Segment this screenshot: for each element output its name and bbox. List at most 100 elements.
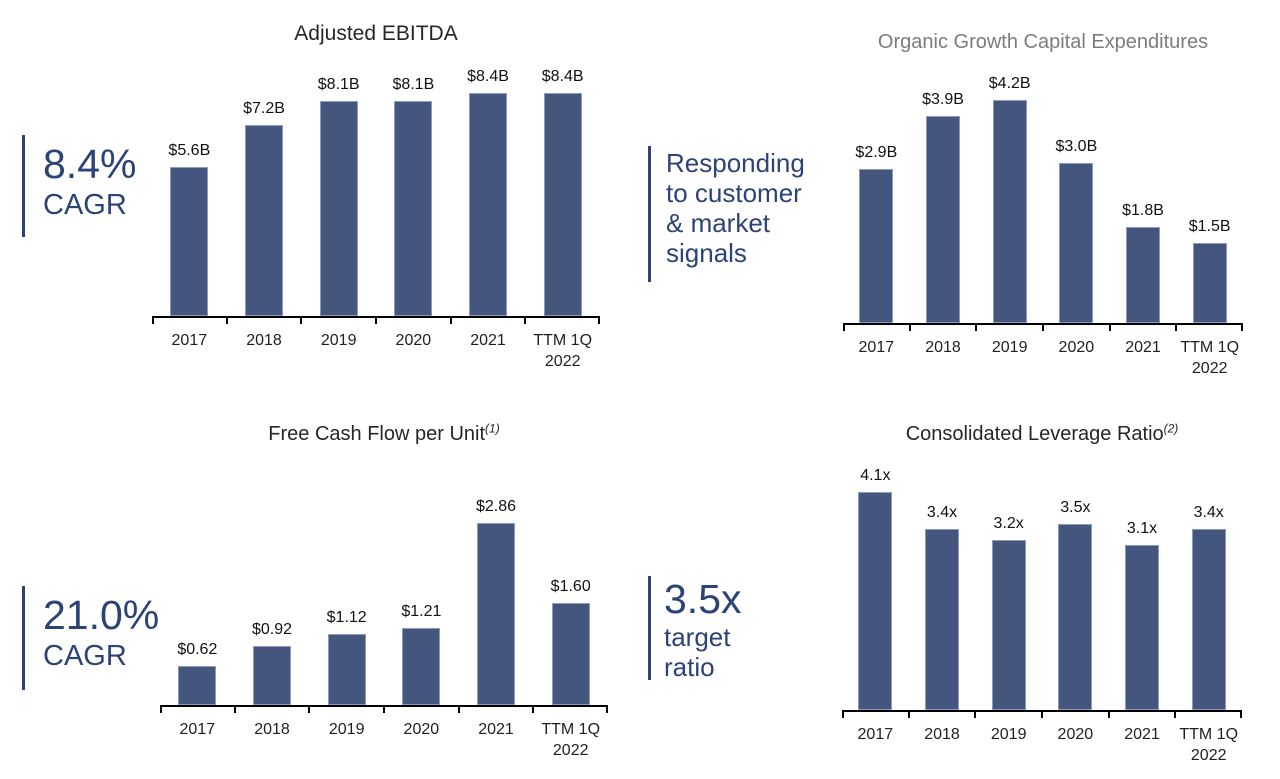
axis-tick [225, 318, 228, 324]
bar-column: $8.1B [376, 66, 451, 316]
bar-free-cash-flow-per-unit-2017 [178, 666, 217, 705]
bar-adjusted-ebitda-ttm-1q [543, 93, 582, 316]
bar-column: $1.8B [1110, 73, 1177, 323]
bar-consolidated-leverage-ratio-2017 [858, 492, 893, 710]
bar-column: $5.6B [152, 66, 227, 316]
bar-column: $0.92 [235, 495, 310, 705]
x-axis-label: TTM 1Q 2022 [541, 721, 601, 759]
x-axis-labels: 2017 2018 2019 2020 2021 TTM 1Q 2022 [152, 330, 600, 372]
bar-organic-growth-capex-ttm-1q [1192, 243, 1227, 323]
x-axis [843, 323, 1243, 333]
x-axis-label: 2020 [1058, 339, 1095, 356]
axis-tick [152, 318, 154, 324]
axis-tick [457, 707, 460, 713]
bar-column: 3.4x [1175, 465, 1242, 710]
x-axis-labels: 2017 2018 2019 2020 2021 TTM 1Q 2022 [843, 337, 1243, 379]
axis-tick [1174, 712, 1177, 718]
bar-organic-growth-capex-2021 [1126, 227, 1161, 323]
axis-tick [908, 325, 911, 331]
chart-consolidated-leverage-ratio: Consolidated Leverage Ratio(2) 4.1x 3.4x 3… [842, 420, 1242, 766]
annotation-capex-message: Responding to customer & market signals [648, 146, 805, 282]
axis-tick [1107, 712, 1110, 718]
bar-value-label: $1.5B [1188, 218, 1231, 235]
bar-value-label: $0.92 [251, 621, 293, 638]
axis-tick [524, 318, 527, 324]
axis-tick [606, 707, 608, 713]
bar-organic-growth-capex-2019 [992, 100, 1027, 323]
bar-consolidated-leverage-ratio-2019 [991, 540, 1026, 710]
bar-value-label: 3.1x [1126, 520, 1158, 537]
bar-value-label: $8.1B [392, 76, 435, 93]
bar-value-label: $1.12 [326, 609, 367, 626]
bar-value-label: 3.2x [993, 515, 1024, 532]
plot-area: $0.62 $0.92 $1.12 $1.21 $2.86 $1.60 [160, 495, 608, 705]
bar-value-label: $5.6B [168, 142, 211, 159]
bar-adjusted-ebitda-2018 [245, 125, 283, 316]
bar-consolidated-leverage-ratio-2021 [1125, 545, 1160, 710]
x-axis-label: 2019 [320, 332, 357, 349]
bar-column: 3.4x [909, 465, 976, 710]
title-footnote-marker: (2) [1163, 421, 1179, 436]
bar-column: $1.21 [384, 495, 459, 705]
plot-area: $2.9B $3.9B $4.2B $3.0B $1.8B $1.5B [843, 73, 1243, 323]
x-axis-label: 2018 [924, 726, 960, 743]
axis-tick [383, 707, 385, 713]
x-axis-label: 2017 [857, 726, 894, 743]
bar-value-label: $8.4B [541, 68, 584, 85]
x-axis-label: TTM 1Q 2022 [1179, 726, 1239, 764]
x-axis-label: 2017 [179, 721, 216, 738]
x-axis-label: 2021 [470, 332, 506, 349]
bar-value-label: $2.9B [855, 144, 898, 161]
bar-organic-growth-capex-2017 [859, 169, 894, 323]
annotation-line: target [664, 622, 731, 652]
chart-free-cash-flow-per-unit: Free Cash Flow per Unit(1) $0.62 $0.92 $1.… [160, 420, 608, 761]
bar-value-label: $1.8B [1122, 202, 1164, 219]
axis-tick [842, 712, 844, 718]
axis-tick [1108, 325, 1111, 331]
bar-column: $8.4B [525, 66, 600, 316]
bar-column: $1.5B [1176, 73, 1243, 323]
bar-value-label: $4.2B [988, 75, 1031, 92]
chart-title: Adjusted EBITDA [294, 22, 458, 45]
x-axis-label: 2019 [991, 339, 1028, 356]
bar-organic-growth-capex-2020 [1059, 163, 1094, 323]
axis-tick [1041, 712, 1043, 718]
axis-tick [233, 707, 236, 713]
bar-value-label: 4.1x [860, 467, 891, 484]
bar-value-label: $3.9B [922, 91, 964, 108]
axis-tick [1240, 712, 1242, 718]
annotation-target-ratio: 3.5x target ratio [648, 576, 742, 682]
axis-tick [532, 707, 535, 713]
bar-consolidated-leverage-ratio-2020 [1058, 524, 1093, 710]
bar-consolidated-leverage-ratio-ttm-1q [1191, 529, 1226, 710]
bar-column: 3.1x [1109, 465, 1176, 710]
annotation-line: 8.4% [43, 141, 137, 187]
bar-column: 3.5x [1042, 465, 1109, 710]
bar-column: $8.4B [451, 66, 526, 316]
bar-free-cash-flow-per-unit-2018 [253, 646, 291, 705]
bar-value-label: $8.1B [317, 76, 360, 93]
plot-area: $5.6B $7.2B $8.1B $8.1B $8.4B $8.4B [152, 66, 600, 316]
bar-free-cash-flow-per-unit-2021 [477, 523, 516, 705]
bar-value-label: $1.60 [550, 578, 591, 595]
bar-value-label: $8.4B [467, 68, 509, 85]
x-axis-label: TTM 1Q 2022 [1180, 339, 1240, 377]
annotation-line: Responding [666, 148, 805, 178]
x-axis-label: TTM 1Q 2022 [533, 332, 593, 370]
bar-free-cash-flow-per-unit-2019 [327, 634, 366, 705]
x-axis-labels: 2017 2018 2019 2020 2021 TTM 1Q 2022 [160, 719, 608, 761]
chart-title: Consolidated Leverage Ratio(2) [905, 421, 1179, 445]
chart-title: Organic Growth Capital Expenditures [877, 31, 1209, 53]
axis-tick [300, 318, 303, 324]
x-axis-label: 2017 [858, 339, 895, 356]
bar-organic-growth-capex-2018 [926, 116, 960, 323]
annotation-line: signals [666, 238, 747, 268]
bar-column: $1.12 [309, 495, 384, 705]
axis-tick [907, 712, 910, 718]
axis-tick [598, 318, 600, 324]
axis-tick [1042, 325, 1044, 331]
x-axis [842, 710, 1242, 720]
axis-tick [843, 325, 845, 331]
bar-value-label: $3.0B [1055, 138, 1098, 155]
bar-value-label: 3.5x [1060, 499, 1091, 516]
